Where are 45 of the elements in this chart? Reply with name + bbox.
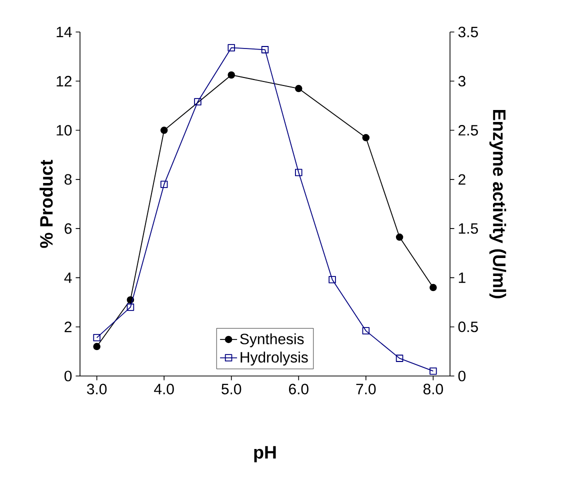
x-tick-label: 7.0	[356, 384, 376, 394]
point	[328, 276, 336, 284]
point	[430, 367, 437, 375]
x-tick-label: 6.0	[289, 384, 308, 394]
y2-tick-label: 1.5	[458, 223, 478, 234]
point	[261, 46, 269, 54]
x-tick-label: 5.0	[222, 384, 242, 394]
point	[396, 354, 404, 362]
x-tick-label: 8.0	[423, 384, 443, 394]
x-axis-title: pH	[254, 446, 276, 462]
point	[228, 44, 236, 52]
y2-tick-label: 3	[458, 76, 466, 86]
y2-axis-title: Enzyme activity (U/ml)	[489, 110, 506, 298]
y2-tick-label: 2.5	[458, 124, 478, 136]
point	[228, 71, 236, 79]
y-tick-label: 8	[64, 174, 72, 185]
x-tick-label: 3.0	[86, 384, 107, 394]
point	[295, 84, 302, 92]
point	[160, 180, 168, 188]
point	[93, 342, 100, 350]
y-tick-label: 0	[64, 370, 72, 382]
y-tick-label: 14	[56, 26, 72, 38]
point	[362, 134, 370, 142]
y2-tick-label: 2	[458, 174, 466, 185]
y2-tick-label: 1	[458, 272, 466, 283]
legend-label: Synthesis	[240, 333, 304, 348]
y-tick-label: 10	[56, 124, 72, 136]
y-tick-label: 12	[56, 76, 72, 86]
y-tick-label: 4	[64, 272, 72, 283]
point	[194, 98, 202, 106]
point	[396, 234, 404, 241]
point	[160, 126, 168, 134]
y2-tick-label: 0	[458, 370, 466, 382]
y-tick-label: 6	[64, 223, 72, 234]
y2-tick-label: 3.5	[458, 26, 478, 38]
point	[126, 304, 134, 311]
x-tick-label: 4.0	[154, 384, 174, 394]
legend-label: Hydrolysis	[240, 352, 308, 366]
y-axis-title: % Product	[40, 160, 53, 248]
point	[295, 168, 302, 176]
y2-tick-label: 0.5	[458, 322, 478, 332]
point	[362, 327, 370, 334]
point	[93, 334, 100, 342]
point	[430, 284, 437, 292]
y-tick-label: 2	[64, 322, 72, 332]
